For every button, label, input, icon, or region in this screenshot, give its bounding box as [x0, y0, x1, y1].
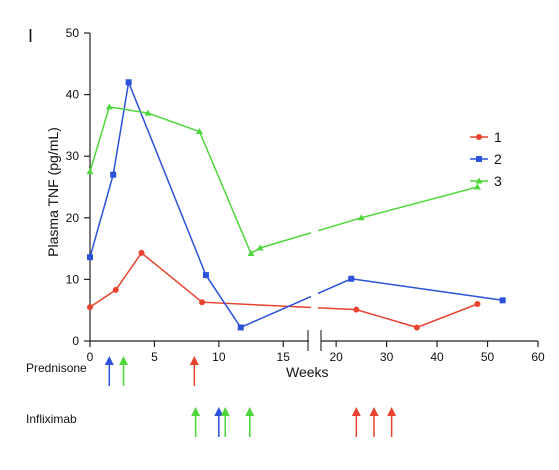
x-tick-label: 40 [430, 350, 444, 364]
arrow-head [387, 407, 397, 416]
data-point [105, 103, 113, 110]
data-point [199, 299, 206, 306]
chart-series [86, 60, 506, 350]
data-point [413, 324, 420, 331]
series-line-3 [89, 106, 478, 255]
series-2 [87, 79, 506, 331]
data-point [473, 183, 481, 190]
arrow-head [351, 407, 361, 416]
data-point [348, 275, 355, 282]
y-tick-label: 40 [66, 88, 80, 102]
data-point [125, 79, 132, 86]
x-tick-label: 15 [277, 350, 291, 364]
series-line-2 [89, 79, 503, 329]
data-point [353, 306, 360, 313]
data-point [202, 272, 209, 279]
data-point [138, 249, 145, 256]
treatment-arrow [118, 356, 128, 386]
x-axis-title: Weeks [286, 364, 329, 380]
data-point [474, 301, 481, 308]
treatment-arrow [351, 407, 361, 437]
arrow-head [369, 407, 379, 416]
data-point [87, 254, 93, 261]
legend-marker [475, 177, 483, 184]
legend-label: 2 [494, 151, 502, 167]
y-tick-label: 20 [66, 211, 80, 225]
arrow-row-0: Prednisone [26, 356, 199, 386]
data-point [110, 171, 117, 178]
data-point [112, 286, 119, 293]
treatment-arrow [189, 356, 199, 386]
chart-legend: 1 2 3 [470, 129, 502, 189]
axis-break-gap [311, 60, 318, 350]
arrow-head [245, 407, 255, 416]
series-line-1 [89, 251, 478, 329]
treatment-arrow [191, 407, 201, 437]
arrow-row-1: Infliximab [26, 407, 397, 437]
treatment-arrow [104, 356, 114, 386]
legend-marker [476, 156, 482, 162]
y-axis-title: Plasma TNF (pg/mL) [45, 127, 61, 257]
arrow-head [214, 407, 224, 416]
treatment-arrow-rows: Prednisone Infliximab [26, 356, 397, 437]
data-point [144, 109, 152, 116]
x-tick-label: 5 [151, 350, 158, 364]
series-1 [87, 249, 481, 331]
x-tick-label: 20 [329, 350, 343, 364]
series-3 [86, 103, 481, 257]
arrow-row-label: Infliximab [26, 412, 77, 426]
data-point [86, 168, 94, 175]
data-point [256, 244, 264, 251]
arrow-head [104, 356, 114, 365]
y-tick-label: 50 [66, 26, 80, 40]
y-tick-label: 30 [66, 149, 80, 163]
arrow-row-label: Prednisone [26, 361, 87, 375]
treatment-arrow [369, 407, 379, 437]
data-point [357, 214, 365, 221]
y-tick-label: 0 [72, 334, 79, 348]
data-point [237, 324, 244, 331]
legend-label: 1 [494, 129, 502, 145]
treatment-arrow [245, 407, 255, 437]
x-tick-label: 50 [481, 350, 495, 364]
legend-marker [476, 134, 482, 140]
panel-label: I [28, 26, 33, 46]
x-tick-label: 0 [87, 350, 94, 364]
y-tick-label: 10 [66, 272, 80, 286]
data-point [87, 304, 93, 311]
arrow-head [220, 407, 230, 416]
data-point [196, 128, 203, 135]
x-tick-label: 30 [380, 350, 394, 364]
arrow-head [189, 356, 199, 365]
x-tick-label: 60 [531, 350, 545, 364]
arrow-head [191, 407, 201, 416]
legend-label: 3 [494, 173, 502, 189]
treatment-arrow [220, 407, 230, 437]
chart-axes: 0 10 20 30 40 50 0 5 10 15 20 30 40 50 60 [66, 26, 545, 364]
data-point [247, 250, 255, 257]
x-tick-label: 10 [212, 350, 226, 364]
treatment-arrow [214, 407, 224, 437]
treatment-arrow [387, 407, 397, 437]
data-point [499, 297, 506, 304]
arrow-head [118, 356, 128, 365]
